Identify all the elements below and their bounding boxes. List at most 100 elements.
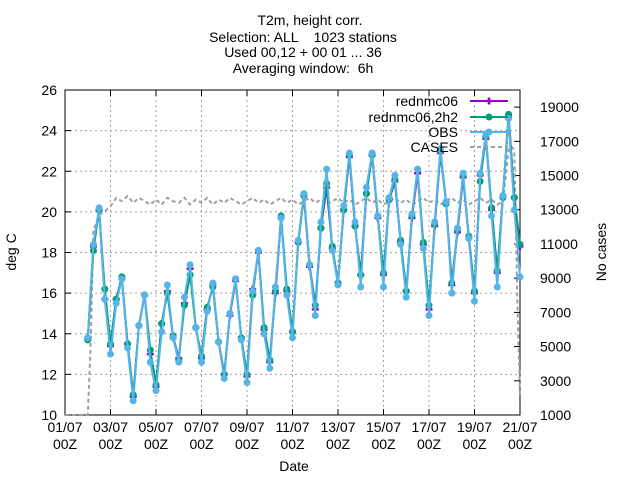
data-point <box>141 291 149 299</box>
x-tick-label-hour: 00Z <box>417 436 442 452</box>
x-tick-label-date: 17/07 <box>411 419 446 435</box>
data-point <box>351 218 359 226</box>
data-point <box>180 293 188 301</box>
data-point <box>488 212 496 220</box>
legend-label: rednmc06,2h2 <box>368 109 458 125</box>
chart-title: T2m, height corr. Selection: ALL 1023 st… <box>209 12 397 76</box>
x-tick-label-date: 01/07 <box>47 419 82 435</box>
x-tick-label-hour: 00Z <box>189 436 214 452</box>
series-cases <box>65 144 521 416</box>
y-tick-label: 24 <box>41 123 57 139</box>
data-point <box>505 114 513 122</box>
data-point <box>436 145 444 153</box>
title-line-2: Selection: ALL 1023 stations <box>209 29 397 45</box>
y2-axis-title: No cases <box>593 223 609 281</box>
data-point <box>408 210 416 218</box>
x-tick-label-hour: 00Z <box>144 436 169 452</box>
series-line <box>65 144 521 416</box>
data-point <box>334 281 342 289</box>
x-tick-label-hour: 00Z <box>280 436 305 452</box>
data-point <box>271 283 279 291</box>
data-point <box>169 334 177 342</box>
title-line-4: Averaging window: 6h <box>233 60 374 76</box>
x-tick-label-date: 11/07 <box>276 419 310 435</box>
data-point <box>107 350 114 358</box>
data-point <box>380 283 387 291</box>
data-point <box>237 336 245 344</box>
data-point <box>425 311 433 319</box>
x-tick-label-date: 21/07 <box>502 419 537 435</box>
data-point <box>516 273 524 281</box>
legend-entry: OBS <box>428 124 508 140</box>
x-tick-label-date: 07/07 <box>184 419 219 435</box>
data-point <box>220 374 228 382</box>
data-point <box>374 212 382 220</box>
series-obs <box>84 114 524 405</box>
data-point <box>266 364 274 372</box>
data-point <box>163 281 171 289</box>
data-point <box>499 192 507 200</box>
data-point <box>118 275 126 283</box>
data-point <box>215 338 223 346</box>
x-tick-label-hour: 00Z <box>508 436 533 452</box>
data-point <box>419 244 427 252</box>
data-point <box>357 283 365 291</box>
data-point <box>203 307 211 315</box>
y2-tick-label: 15000 <box>540 168 579 184</box>
title-line-1: T2m, height corr. <box>257 12 362 28</box>
y2-tick-label: 7000 <box>540 304 571 320</box>
data-point <box>198 358 205 366</box>
data-point <box>345 149 353 157</box>
data-point <box>328 246 336 254</box>
legend-label: rednmc06 <box>396 93 458 109</box>
data-point <box>101 295 109 303</box>
y2-tick-label: 3000 <box>540 373 571 389</box>
y-tick-label: 22 <box>41 163 57 179</box>
x-tick-label-hour: 00Z <box>371 436 396 452</box>
title-line-3: Used 00,12 + 00 01 ... 36 <box>224 44 382 60</box>
x-tick-label-date: 15/07 <box>366 419 401 435</box>
data-point <box>95 204 103 212</box>
data-point <box>448 289 456 297</box>
legend-label: CASES <box>411 139 458 155</box>
data-point <box>414 165 422 173</box>
data-point <box>317 218 325 226</box>
data-point <box>209 279 217 287</box>
data-point <box>294 236 302 244</box>
y-tick-label: 16 <box>41 285 57 301</box>
data-point <box>306 261 314 269</box>
data-point <box>453 224 461 232</box>
y-tick-label: 14 <box>41 326 57 342</box>
data-point <box>385 194 393 202</box>
data-point <box>226 309 234 317</box>
data-point <box>476 169 484 177</box>
series <box>65 110 524 416</box>
data-point <box>465 234 473 242</box>
data-point <box>277 214 285 222</box>
y2-tick-label: 17000 <box>540 133 579 149</box>
data-point <box>254 246 262 254</box>
legend-entry: rednmc06,2h2 <box>368 109 508 125</box>
y2-tick-label: 1000 <box>540 407 571 423</box>
data-point <box>283 291 291 299</box>
data-point <box>124 344 132 352</box>
y-tick-label: 18 <box>41 245 57 261</box>
data-point <box>510 206 518 214</box>
data-point <box>300 190 308 198</box>
x-tick-label-hour: 00Z <box>235 436 260 452</box>
data-point <box>249 287 257 295</box>
data-point <box>186 261 194 269</box>
y-axis-title: deg C <box>3 233 19 270</box>
data-point <box>135 322 143 330</box>
data-point <box>112 299 120 307</box>
legend-entry: CASES <box>411 139 508 155</box>
data-point <box>158 328 166 336</box>
data-point <box>402 293 410 301</box>
y2-tick-label: 19000 <box>540 99 579 115</box>
data-point <box>175 358 183 366</box>
data-point <box>152 387 160 395</box>
legend-label: OBS <box>428 124 458 140</box>
y-tick-label: 20 <box>41 204 57 220</box>
